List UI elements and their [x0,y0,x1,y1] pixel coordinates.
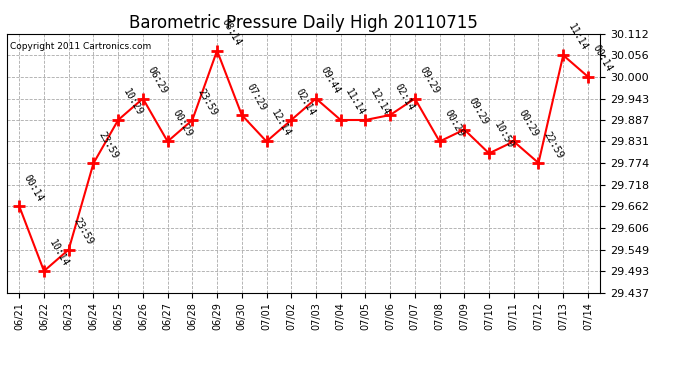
Title: Barometric Pressure Daily High 20110715: Barometric Pressure Daily High 20110715 [129,14,478,32]
Text: 10:59: 10:59 [492,120,515,151]
Text: 23:59: 23:59 [96,130,119,160]
Text: 11:14: 11:14 [344,87,367,117]
Text: 02:14: 02:14 [294,87,317,117]
Text: 09:29: 09:29 [417,65,441,96]
Text: 00:14: 00:14 [591,44,614,74]
Text: 23:59: 23:59 [72,216,95,247]
Text: 22:59: 22:59 [541,130,564,160]
Text: 00:29: 00:29 [517,108,540,139]
Text: 10:14: 10:14 [47,238,70,268]
Text: 06:29: 06:29 [146,65,169,96]
Text: 10:29: 10:29 [121,87,144,117]
Text: 00:29: 00:29 [170,108,194,139]
Text: 00:29: 00:29 [442,108,466,139]
Text: 08:14: 08:14 [220,17,243,48]
Text: 12:14: 12:14 [269,108,293,139]
Text: 07:29: 07:29 [244,82,268,112]
Text: 23:59: 23:59 [195,87,219,117]
Text: 11:14: 11:14 [566,22,589,53]
Text: Copyright 2011 Cartronics.com: Copyright 2011 Cartronics.com [10,42,151,51]
Text: 09:29: 09:29 [467,96,491,127]
Text: 02:14: 02:14 [393,82,416,112]
Text: 12:14: 12:14 [368,87,391,117]
Text: 09:44: 09:44 [319,65,342,96]
Text: 00:14: 00:14 [22,173,46,204]
